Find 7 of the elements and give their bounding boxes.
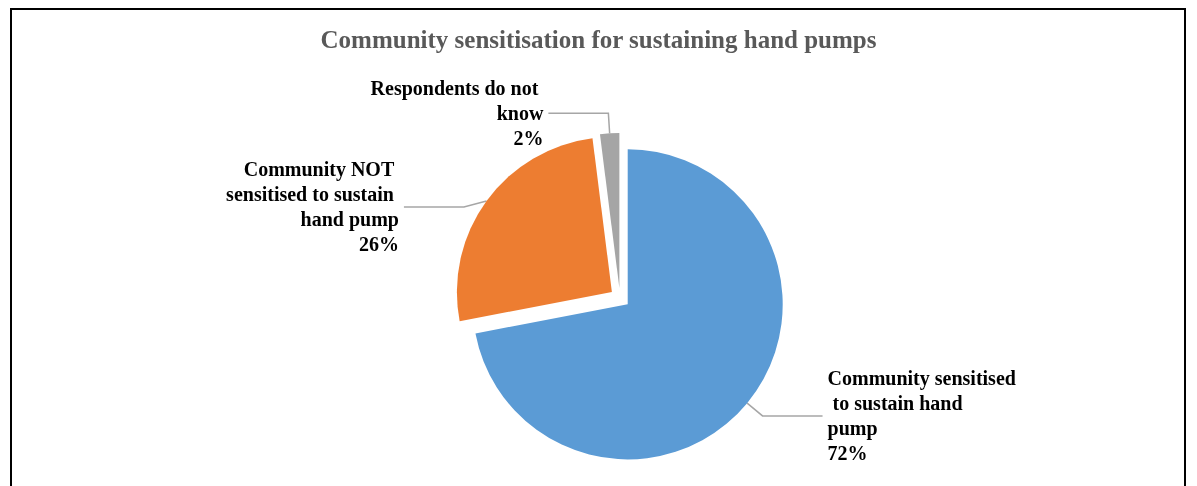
chart-title: Community sensitisation for sustaining hand pumps	[320, 26, 877, 53]
slice-label: Community NOT sensitised to sustain hand pump	[226, 158, 399, 232]
slice-label: Community sensitised to sustain hand pump	[827, 367, 1016, 441]
data-label: 72%	[827, 442, 868, 465]
slice-label: Respondents do not know	[370, 77, 544, 125]
data-label: 26%	[358, 233, 399, 256]
data-label: 2%	[513, 127, 544, 150]
